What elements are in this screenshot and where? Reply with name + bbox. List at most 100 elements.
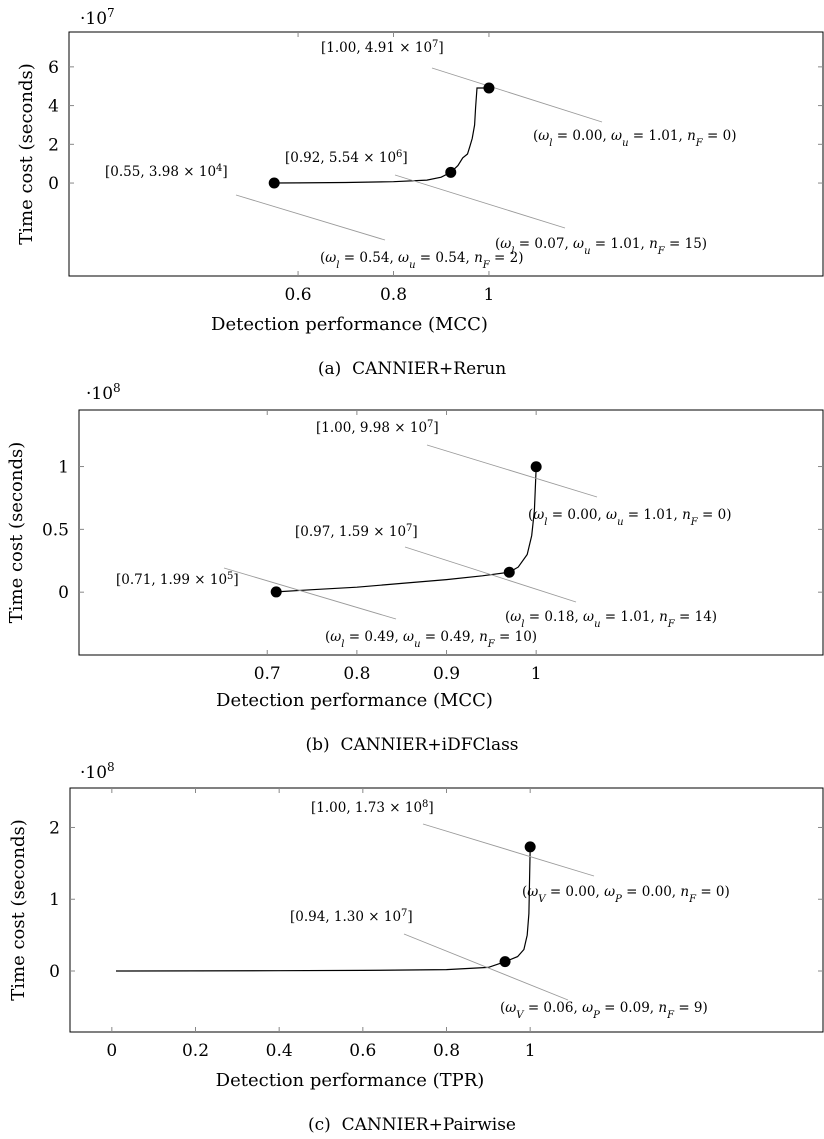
y-tick-label: 1 — [58, 458, 69, 478]
x-tick-label: 1 — [531, 664, 542, 684]
point-value-power: 4 — [216, 163, 222, 174]
x-tick-label: 0 — [106, 1041, 117, 1061]
y-exponent-base: ·10 — [86, 384, 113, 404]
x-tick-label: 1 — [484, 285, 495, 305]
y-exponent-power: 8 — [107, 760, 115, 774]
y-axis-title: Time cost (seconds) — [8, 819, 29, 1001]
annotation-pin-line — [431, 67, 603, 123]
y-tick-label: 4 — [48, 97, 59, 117]
caption-main: CANNIER+ — [340, 735, 441, 755]
caption-label: (c) — [308, 1115, 331, 1135]
parameter-label: (ωl = 0.00, ωu = 1.01, nF = 0) — [528, 507, 731, 528]
x-tick-label: 0.6 — [285, 285, 312, 305]
caption-main: CANNIER+ — [352, 359, 453, 379]
x-tick-label: 0.8 — [433, 1041, 460, 1061]
pareto-point-marker — [524, 841, 536, 853]
point-value-text: [0.94, 1.30 × 10 — [290, 909, 401, 925]
annotation-pin-line — [235, 194, 386, 241]
y-exponent-label: ·107 — [80, 6, 115, 29]
figure-caption: (b) CANNIER+iDFClass — [305, 735, 518, 755]
caption-small-caps: Rerun — [453, 359, 506, 379]
point-value-close: ] — [438, 40, 443, 56]
x-tick-label: 0.7 — [254, 664, 281, 684]
pareto-point-marker — [483, 82, 495, 94]
point-value-label: [0.55, 3.98 × 104] — [105, 163, 228, 181]
pareto-curve-line — [276, 466, 537, 593]
plot-frame — [78, 409, 824, 656]
point-value-close: ] — [222, 164, 227, 180]
y-tick-label: 0 — [48, 174, 59, 194]
point-value-power: 5 — [227, 571, 233, 582]
point-value-text: [1.00, 9.98 × 10 — [316, 420, 427, 436]
parameter-label: (ωl = 0.07, ωu = 1.01, nF = 15) — [495, 236, 707, 257]
point-value-text: [0.97, 1.59 × 10 — [295, 524, 406, 540]
point-value-power: 7 — [427, 419, 433, 430]
point-value-close: ] — [433, 420, 438, 436]
caption-label: (a) — [318, 359, 341, 379]
figure-caption: (a) CANNIER+Rerun — [318, 359, 506, 379]
y-axis-title: Time cost (seconds) — [16, 63, 37, 245]
point-value-text: [1.00, 1.73 × 10 — [311, 800, 422, 816]
x-tick-label: 0.6 — [349, 1041, 376, 1061]
point-value-text: [1.00, 4.91 × 10 — [321, 40, 432, 56]
x-axis-title: Detection performance (MCC) — [211, 314, 488, 335]
point-value-close: ] — [402, 150, 407, 166]
pareto-point-marker — [499, 956, 511, 968]
parameter-label: (ωV = 0.06, ωP = 0.09, nF = 9) — [500, 1000, 708, 1021]
y-tick-label: 0.5 — [42, 520, 69, 540]
parameter-label: (ωl = 0.18, ωu = 1.01, nF = 14) — [505, 609, 717, 630]
point-value-label: [1.00, 9.98 × 107] — [316, 419, 439, 437]
annotation-pin-line — [426, 444, 598, 498]
point-value-label: [1.00, 4.91 × 107] — [321, 39, 444, 57]
parameter-label: (ωl = 0.54, ωu = 0.54, nF = 2) — [320, 250, 523, 271]
annotation-pin-line — [223, 567, 397, 620]
x-tick-label: 0.8 — [343, 664, 370, 684]
annotation-pin-line — [404, 546, 577, 603]
x-axis-title: Detection performance (MCC) — [216, 690, 493, 711]
y-exponent-label: ·108 — [80, 760, 115, 783]
point-value-close: ] — [428, 800, 433, 816]
parameter-label: (ωV = 0.00, ωP = 0.00, nF = 0) — [522, 884, 730, 905]
point-value-power: 6 — [396, 149, 402, 160]
x-axis-title: Detection performance (TPR) — [216, 1070, 485, 1091]
point-value-close: ] — [407, 909, 412, 925]
y-tick-label: 0 — [49, 962, 60, 982]
chart-panel-b: 0.7 0.8 0.9 1 0 0.5 1 ·108 Detection performance… — [6, 381, 824, 755]
point-value-text: [0.55, 3.98 × 10 — [105, 164, 216, 180]
point-value-power: 7 — [432, 39, 438, 50]
y-axis-title: Time cost (seconds) — [6, 442, 27, 624]
caption-small-caps: iDFClass — [442, 735, 519, 755]
point-value-text: [0.71, 1.99 × 10 — [116, 572, 227, 588]
point-value-label: [0.94, 1.30 × 107] — [290, 908, 413, 926]
parameter-label: (ωl = 0.49, ωu = 0.49, nF = 10) — [325, 629, 537, 650]
x-tick-label: 0.4 — [266, 1041, 293, 1061]
y-exponent-label: ·108 — [86, 381, 121, 404]
x-tick-label: 1 — [525, 1041, 536, 1061]
point-value-power: 7 — [401, 908, 407, 919]
pareto-point-marker — [445, 166, 457, 178]
caption-main: CANNIER+ — [342, 1115, 443, 1135]
plot-frame — [69, 787, 824, 1033]
point-value-label: [0.92, 5.54 × 106] — [285, 149, 408, 167]
y-tick-label: 2 — [49, 818, 60, 838]
point-value-label: [0.97, 1.59 × 107] — [295, 523, 418, 541]
point-value-text: [0.92, 5.54 × 10 — [285, 150, 396, 166]
y-tick-label: 2 — [48, 135, 59, 155]
pareto-point-marker — [530, 461, 542, 473]
caption-small-caps: Pairwise — [443, 1115, 516, 1135]
point-value-label: [1.00, 1.73 × 108] — [311, 799, 434, 817]
y-exponent-base: ·10 — [80, 9, 107, 29]
figure-caption: (c) CANNIER+Pairwise — [308, 1115, 516, 1135]
y-tick-label: 0 — [58, 583, 69, 603]
pareto-point-marker — [503, 566, 515, 578]
pareto-point-marker — [270, 586, 282, 598]
annotation-pin-line — [422, 823, 595, 877]
annotation-pin-line — [403, 933, 569, 1001]
point-value-close: ] — [233, 572, 238, 588]
point-value-label: [0.71, 1.99 × 105] — [116, 571, 239, 589]
x-tick-label: 0.9 — [433, 664, 460, 684]
y-tick-label: 1 — [49, 890, 60, 910]
